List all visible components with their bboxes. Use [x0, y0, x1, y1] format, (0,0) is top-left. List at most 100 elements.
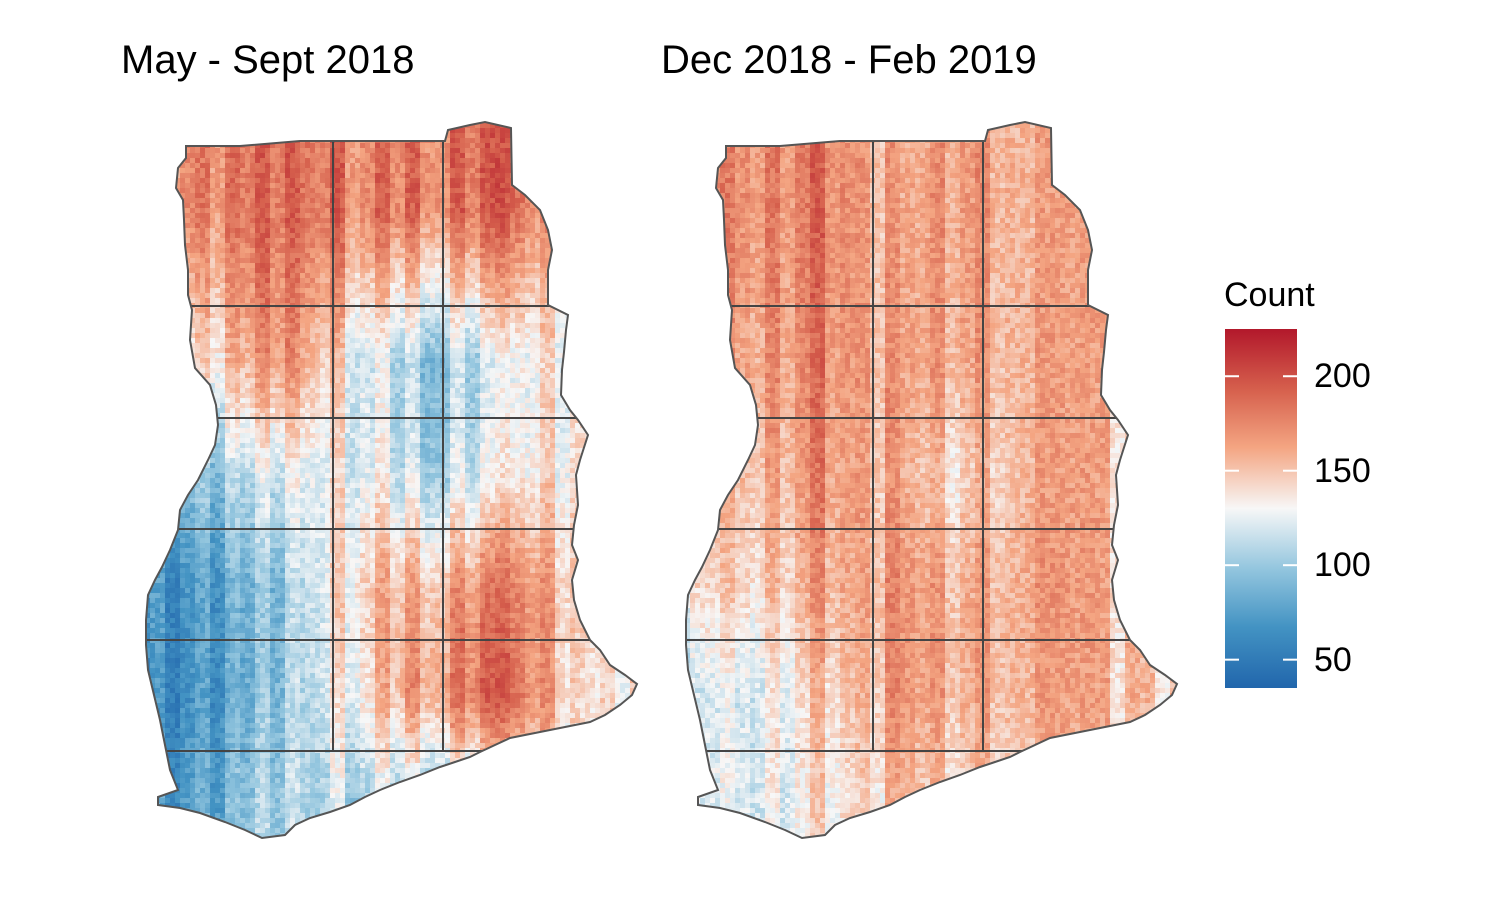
heat-cell	[535, 153, 541, 159]
heat-cell	[550, 223, 556, 229]
heat-cell	[146, 218, 151, 224]
heat-cell	[395, 313, 401, 319]
heat-cell	[420, 178, 426, 184]
heat-cell	[415, 178, 421, 184]
heat-cell	[240, 353, 246, 359]
heat-cell	[515, 328, 521, 334]
heat-cell	[535, 313, 541, 319]
heat-cell	[215, 293, 221, 299]
heat-cell	[635, 198, 637, 204]
heat-cell	[600, 263, 606, 269]
heat-cell	[640, 238, 645, 243]
heat-cell	[160, 293, 166, 299]
heat-cell	[365, 333, 371, 339]
heat-cell	[305, 148, 311, 154]
heat-cell	[305, 133, 311, 139]
heat-cell	[275, 208, 281, 214]
heat-cell	[640, 318, 645, 323]
heat-cell	[425, 148, 431, 154]
heat-cell	[595, 333, 601, 339]
heat-cell	[410, 178, 416, 184]
heat-cell	[210, 343, 216, 349]
heat-cell	[565, 208, 571, 214]
heat-cell	[270, 133, 276, 139]
heat-cell	[335, 173, 341, 179]
heat-cell	[545, 308, 551, 314]
heat-cell	[230, 288, 236, 294]
heat-cell	[395, 338, 401, 344]
heat-cell	[205, 163, 211, 169]
heat-cell	[405, 333, 411, 339]
heat-cell	[620, 293, 626, 299]
heat-cell	[260, 363, 266, 369]
heat-cell	[565, 283, 571, 289]
heat-cell	[455, 278, 461, 284]
heat-cell	[350, 363, 356, 369]
heat-cell	[455, 243, 461, 249]
heat-cell	[195, 248, 201, 254]
heat-cell	[390, 233, 396, 239]
heat-cell	[335, 338, 341, 344]
heat-cell	[585, 228, 591, 234]
heat-cell	[146, 273, 151, 279]
heat-cell	[335, 318, 341, 324]
heat-cell	[146, 288, 151, 294]
heat-cell	[215, 348, 221, 354]
heat-cell	[535, 178, 541, 184]
heat-cell	[625, 258, 631, 264]
heat-cell	[285, 203, 291, 209]
heat-cell	[255, 163, 261, 169]
heat-cell	[540, 188, 546, 194]
heat-cell	[310, 278, 316, 284]
heat-cell	[185, 363, 191, 369]
heat-cell	[215, 128, 221, 134]
heat-cell	[375, 293, 381, 299]
heat-cell	[385, 323, 391, 329]
heat-cell	[590, 122, 596, 124]
heat-cell	[390, 343, 396, 349]
heat-cell	[395, 208, 401, 214]
heat-cell	[290, 233, 296, 239]
heat-cell	[475, 138, 481, 144]
heat-cell	[140, 288, 145, 293]
heat-cell	[260, 278, 266, 284]
heat-cell	[400, 353, 406, 359]
heat-cell	[515, 193, 521, 199]
heat-cell	[625, 153, 631, 159]
heat-cell	[290, 278, 296, 284]
heat-cell	[210, 228, 216, 234]
heat-cell	[580, 203, 586, 209]
heat-cell	[355, 203, 361, 209]
heat-cell	[230, 203, 236, 209]
heat-cell	[185, 122, 191, 124]
heat-cell	[565, 278, 571, 284]
heat-cell	[280, 298, 286, 304]
heat-cell	[380, 163, 386, 169]
heat-cell	[565, 178, 571, 184]
heat-cell	[435, 148, 441, 154]
heat-cell	[310, 313, 316, 319]
heat-cell	[195, 238, 201, 244]
heat-cell	[300, 243, 306, 249]
heat-cell	[280, 158, 286, 164]
heat-cell	[530, 313, 536, 319]
heat-cell	[190, 333, 196, 339]
heat-cell	[315, 358, 321, 364]
heat-cell	[585, 323, 591, 329]
heat-cell	[300, 123, 306, 129]
heat-cell	[550, 158, 556, 164]
heat-cell	[285, 363, 291, 369]
heat-cell	[445, 343, 451, 349]
heat-cell	[146, 163, 151, 169]
heat-cell	[605, 313, 611, 319]
heat-cell	[345, 348, 351, 354]
heat-cell	[345, 313, 351, 319]
heat-cell	[165, 143, 171, 149]
heat-cell	[170, 343, 176, 349]
heat-cell	[595, 213, 601, 219]
heat-cell	[425, 358, 431, 364]
heat-cell	[415, 193, 421, 199]
heat-cell	[180, 193, 186, 199]
heat-cell	[455, 358, 461, 364]
heat-cell	[395, 258, 401, 264]
